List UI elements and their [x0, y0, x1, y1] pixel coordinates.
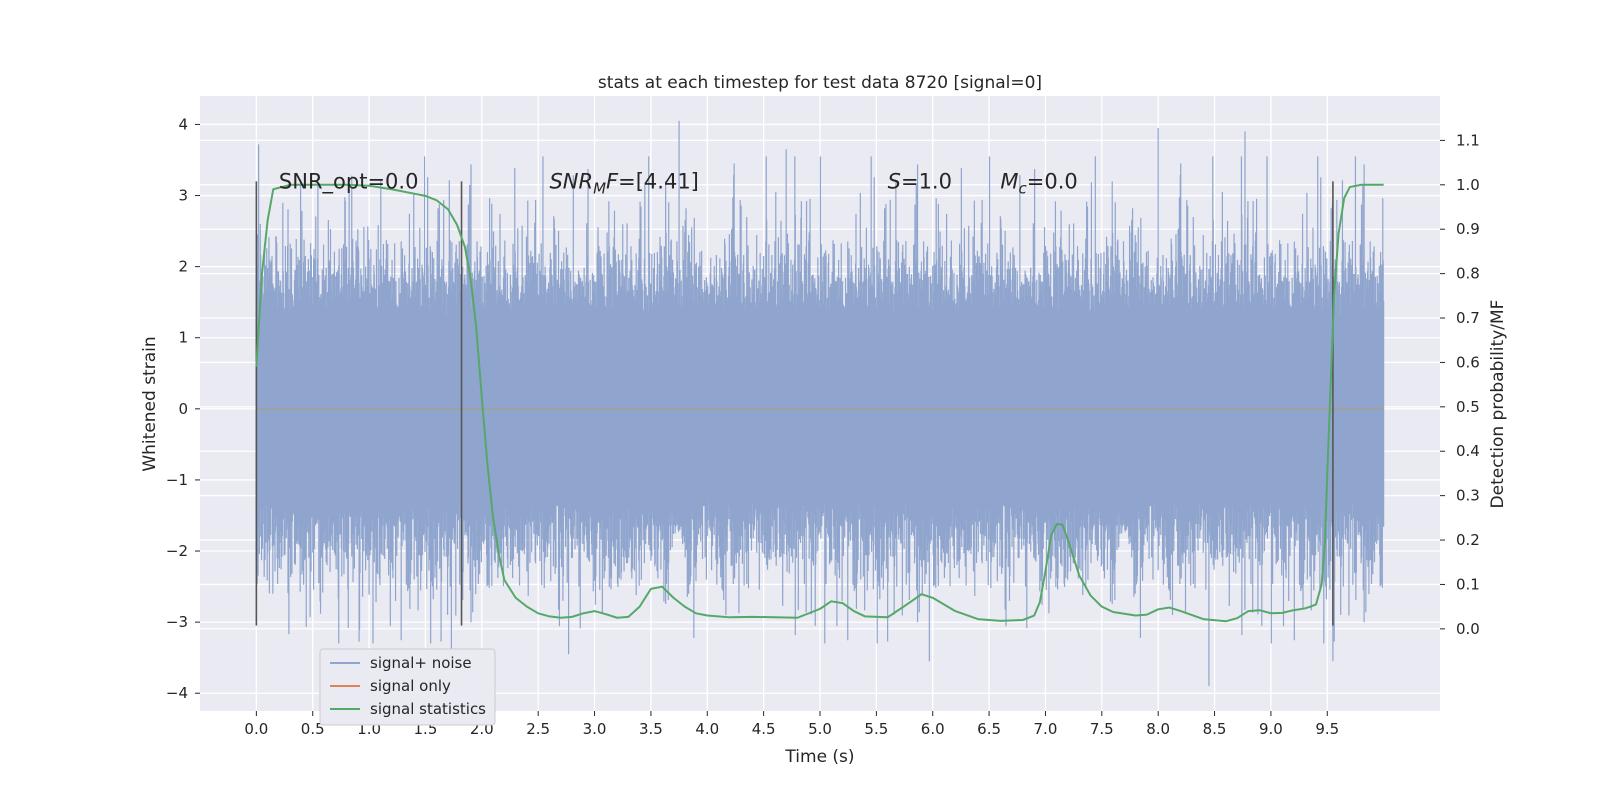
- y-tick-label-2: −2: [166, 542, 188, 560]
- x-tick-label-14: 7.0: [1034, 720, 1058, 738]
- x-tick-label-17: 8.5: [1203, 720, 1227, 738]
- x-tick-label-15: 7.5: [1090, 720, 1114, 738]
- legend-box: [319, 648, 496, 726]
- y-tick-label-7: 3: [178, 187, 188, 205]
- chart-title: stats at each timestep for test data 872…: [598, 73, 1042, 93]
- y-tick-label-3: −1: [166, 471, 188, 489]
- legend-label-signal-noise: signal+ noise: [370, 654, 472, 672]
- y-tick-label-6: 2: [178, 258, 188, 276]
- y-tick-label-4: 0: [178, 400, 188, 418]
- y2-tick-label-7: 0.7: [1456, 309, 1480, 327]
- x-tick-label-5: 2.5: [526, 720, 550, 738]
- x-tick-label-10: 5.0: [808, 720, 832, 738]
- legend-label-signal-only: signal only: [370, 677, 451, 695]
- x-tick-label-11: 5.5: [864, 720, 888, 738]
- y2-axis-label: Detection probability/MF: [1488, 300, 1508, 509]
- y-tick-label-8: 4: [178, 115, 188, 133]
- x-tick-label-16: 8.0: [1146, 720, 1170, 738]
- legend-label-signal-statistics: signal statistics: [370, 700, 486, 718]
- x-tick-label-1: 0.5: [301, 720, 325, 738]
- x-axis-label: Time (s): [784, 747, 854, 767]
- annotation-3: Mc=0.0: [1000, 169, 1077, 197]
- x-tick-label-6: 3.0: [583, 720, 607, 738]
- x-tick-label-0: 0.0: [244, 720, 268, 738]
- x-tick-label-13: 6.5: [977, 720, 1001, 738]
- y2-tick-label-0: 0.0: [1456, 620, 1480, 638]
- y-tick-label-5: 1: [178, 329, 188, 347]
- y2-tick-label-5: 0.5: [1456, 398, 1480, 416]
- y2-tick-label-4: 0.4: [1456, 442, 1480, 460]
- y2-tick-label-2: 0.2: [1456, 531, 1480, 549]
- y2-tick-label-3: 0.3: [1456, 487, 1480, 505]
- y2-tick-label-8: 0.8: [1456, 265, 1480, 283]
- x-tick-label-19: 9.5: [1315, 720, 1339, 738]
- x-tick-label-8: 4.0: [695, 720, 719, 738]
- series-signal-statistics: [255, 183, 1384, 623]
- y2-tick-label-9: 0.9: [1456, 220, 1480, 238]
- y2-tick-label-11: 1.1: [1456, 131, 1480, 149]
- annotations: SNR_opt=0.0 SNRMF=[4.41] S=1.0 Mc=0.0: [279, 169, 1078, 197]
- x-tick-label-7: 3.5: [639, 720, 663, 738]
- x-tick-label-12: 6.0: [921, 720, 945, 738]
- y-tick-label-1: −3: [166, 613, 188, 631]
- vertical-markers: [255, 181, 1334, 626]
- y2-tick-label-10: 1.0: [1456, 176, 1480, 194]
- annotation-0: SNR_opt=0.0: [279, 169, 419, 194]
- y2-axis-ticks: 0.0 0.1 0.2 0.3 0.4 0.5 0.6 0.7 0.8 0.9 1.0 1.1: [1440, 131, 1480, 638]
- x-tick-label-18: 9.0: [1259, 720, 1283, 738]
- x-axis-ticks: 0.0 0.5 1.0 1.5 2.0 2.5 3.0 3.5 4.0 4.5 5.0 5.5 6.0 6…: [244, 711, 1339, 738]
- x-tick-label-9: 4.5: [752, 720, 776, 738]
- y2-tick-label-6: 0.6: [1456, 353, 1480, 371]
- y-axis-label: Whitened strain: [140, 336, 160, 471]
- annotation-2: S=1.0: [888, 169, 952, 193]
- y-axis-ticks: −4 −3 −2 −1 0 1 2 3 4: [166, 115, 200, 702]
- annotation-1: SNRMF=[4.41]: [549, 169, 698, 197]
- y2-tick-label-1: 0.1: [1456, 575, 1480, 593]
- legend: signal+ noise signal only signal statist…: [319, 648, 496, 726]
- y-tick-label-0: −4: [166, 684, 188, 702]
